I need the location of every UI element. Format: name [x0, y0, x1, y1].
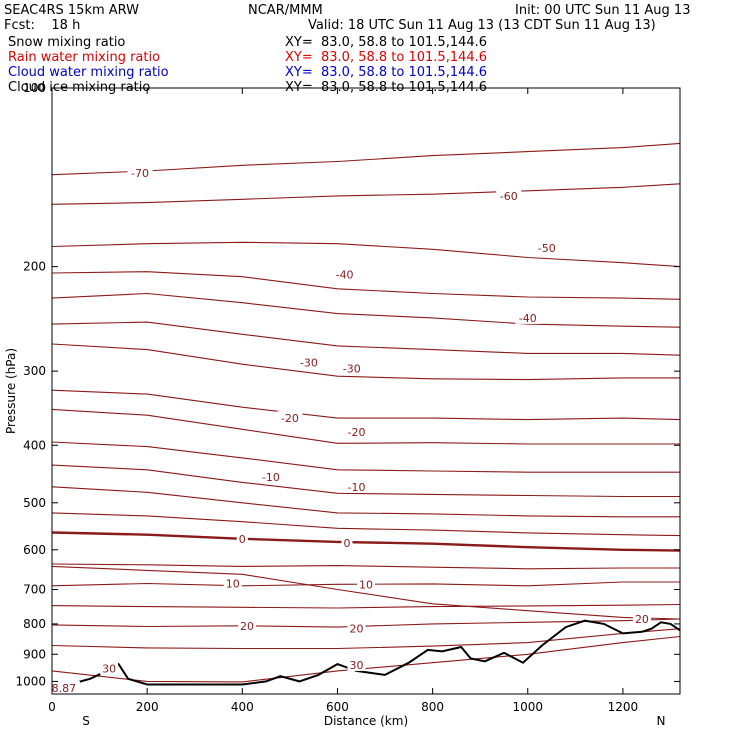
- x-tick-label: 200: [136, 700, 159, 714]
- section-start-label: S: [82, 714, 90, 728]
- contour-label: -40: [519, 312, 537, 325]
- contour-label-bg: [258, 469, 284, 483]
- contour-label-bg: [341, 535, 353, 549]
- plot-frame: [51, 87, 681, 695]
- isotherm-line: [51, 563, 680, 570]
- x-tick-label: 1200: [608, 700, 639, 714]
- terrain-line: [51, 619, 681, 686]
- isotherm-line: [51, 343, 680, 381]
- contour-label-bg: [223, 576, 242, 590]
- contour-label: -10: [262, 471, 280, 484]
- contour-label-bg: [238, 618, 257, 632]
- contour-label-bg: [343, 479, 369, 493]
- contour-label: -40: [336, 268, 354, 281]
- x-tick-label: 1000: [512, 700, 543, 714]
- field-label-snow: Snow mixing ratio: [8, 35, 126, 50]
- contour-label-bg: [100, 661, 119, 675]
- organization: NCAR/MMM: [248, 3, 323, 18]
- isotherm-line: [51, 441, 680, 473]
- contour-label: 30: [349, 659, 363, 672]
- isotherm-line: [51, 618, 681, 628]
- contour-label-bg: [534, 240, 560, 254]
- contour-label-bg: [515, 310, 541, 324]
- field-label-rain: Rain water mixing ratio: [8, 50, 161, 65]
- contour-label: 20: [240, 620, 254, 633]
- x-tick-label: 600: [326, 700, 349, 714]
- isotherm-line: [51, 581, 680, 587]
- contour-label: -70: [131, 167, 149, 180]
- y-axis-label: Pressure (hPa): [4, 348, 18, 434]
- y-tick-label: 100: [23, 81, 46, 95]
- isotherm-line: [51, 464, 680, 498]
- isotherm-line: [51, 271, 681, 300]
- contour-label-bg: [277, 411, 303, 425]
- field-label-cloud-water: Cloud water mixing ratio: [8, 65, 169, 80]
- y-tick-label: 500: [23, 496, 46, 510]
- contour-label: 10: [359, 578, 373, 591]
- y-tick-label: 400: [23, 438, 46, 452]
- contour-label: 30: [102, 663, 116, 676]
- section-end-label: N: [657, 714, 666, 728]
- contour-label-bg: [47, 681, 80, 695]
- contour-label-bg: [127, 165, 153, 179]
- contour-label-bg: [347, 621, 366, 635]
- field-xy-snow: XY= 83.0, 58.8 to 101.5,144.6: [285, 35, 488, 50]
- x-tick-label: 400: [231, 700, 254, 714]
- init-time: Init: 00 UTC Sun 11 Aug 13: [515, 3, 691, 18]
- isotherm-line: [51, 531, 681, 552]
- isotherm-line: [51, 241, 681, 268]
- x-axis-label: Distance (km): [324, 714, 408, 728]
- isotherm-line: [51, 603, 681, 609]
- contour-label: 8.87: [52, 682, 77, 695]
- isotherm-line: [51, 142, 681, 176]
- contour-label: -50: [538, 242, 556, 255]
- forecast-hour: Fcst: 18 h: [4, 18, 81, 33]
- y-tick-label: 700: [23, 583, 46, 597]
- x-tick-label: 800: [421, 700, 444, 714]
- contour-label-bg: [343, 425, 369, 439]
- contour-label-bg: [496, 188, 522, 202]
- isotherm-line: [51, 512, 681, 537]
- contour-label-bg: [332, 267, 358, 281]
- isotherm-line: [51, 389, 681, 421]
- isotherm-line: [51, 635, 681, 683]
- contour-label: 20: [349, 622, 363, 635]
- contour-label-bg: [347, 657, 366, 671]
- isotherm-line: [51, 565, 681, 620]
- isotherm-line: [51, 321, 681, 356]
- contour-label-bg: [236, 531, 248, 545]
- contour-label-bg: [296, 355, 322, 369]
- isotherm-line: [51, 628, 681, 650]
- isotherm-line: [51, 292, 681, 328]
- field-xy-cloud-water: XY= 83.0, 58.8 to 101.5,144.6: [285, 65, 488, 80]
- y-tick-label: 1000: [15, 674, 46, 688]
- contour-label: 10: [226, 578, 240, 591]
- contour-label: -30: [343, 363, 361, 376]
- isotherm-line: [51, 486, 680, 518]
- y-tick-label: 800: [23, 617, 46, 631]
- isotherm-line: [51, 183, 681, 205]
- contour-label: -20: [281, 412, 299, 425]
- model-name: SEAC4RS 15km ARW: [4, 3, 140, 18]
- contour-label: 0: [343, 537, 350, 550]
- isotherm-line: [51, 408, 680, 445]
- contour-label: 20: [635, 613, 649, 626]
- field-xy-rain: XY= 83.0, 58.8 to 101.5,144.6: [285, 50, 488, 65]
- x-tick-label: 0: [48, 700, 56, 714]
- contour-label-bg: [632, 612, 651, 626]
- valid-time: Valid: 18 UTC Sun 11 Aug 13 (13 CDT Sun …: [308, 18, 656, 33]
- y-tick-label: 300: [23, 364, 46, 378]
- y-tick-label: 200: [23, 260, 46, 274]
- y-tick-label: 600: [23, 543, 46, 557]
- contour-label: 0: [239, 533, 246, 546]
- contour-label: -60: [500, 190, 518, 203]
- contour-label: -10: [348, 481, 366, 494]
- contour-label: -30: [300, 356, 318, 369]
- contour-label-bg: [357, 577, 375, 591]
- y-tick-label: 900: [23, 647, 46, 661]
- contour-label: -20: [348, 426, 366, 439]
- contour-label-bg: [339, 361, 365, 375]
